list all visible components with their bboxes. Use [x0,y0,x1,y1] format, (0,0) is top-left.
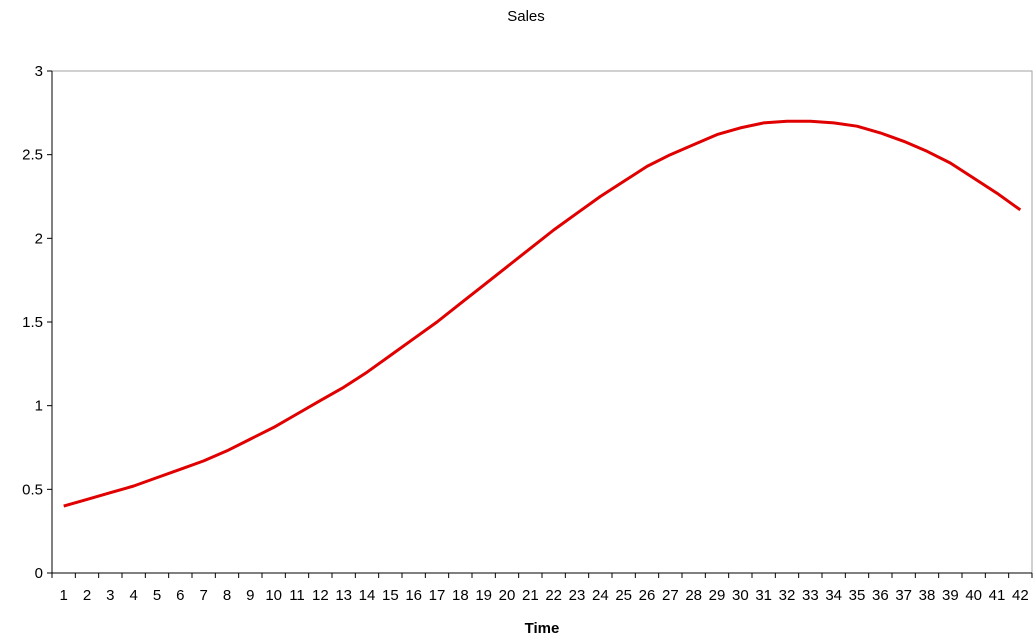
x-tick-label: 18 [452,587,469,604]
y-tick-label: 2 [35,230,43,247]
x-tick-label: 37 [895,587,912,604]
x-tick-label: 17 [429,587,446,604]
x-tick-label: 26 [639,587,656,604]
x-tick-label: 10 [265,587,282,604]
y-tick-label: 1 [35,398,43,415]
x-tick-label: 1 [59,587,67,604]
y-tick-label: 2.5 [22,147,43,164]
x-tick-label: 9 [246,587,254,604]
x-tick-label: 15 [382,587,399,604]
x-tick-label: 40 [965,587,982,604]
x-tick-label: 32 [779,587,796,604]
x-tick-label: 36 [872,587,889,604]
x-tick-label: 13 [335,587,352,604]
x-tick-label: 35 [849,587,866,604]
x-tick-label: 42 [1012,587,1029,604]
x-tick-label: 21 [522,587,539,604]
plot-area-border [51,70,1033,574]
x-tick-label: 22 [545,587,562,604]
x-tick-label: 30 [732,587,749,604]
sales-line [63,119,1022,508]
x-tick-label: 33 [802,587,819,604]
x-tick-label: 3 [106,587,114,604]
x-tick-label: 23 [569,587,586,604]
y-tick-label: 3 [35,63,43,80]
y-tick-label: 0 [35,565,43,582]
x-tick-label: 38 [919,587,936,604]
x-tick-label: 31 [755,587,772,604]
x-tick-label: 25 [615,587,632,604]
x-tick-label: 16 [405,587,422,604]
x-tick-label: 34 [825,587,842,604]
x-tick-label: 41 [989,587,1006,604]
x-tick-label: 20 [499,587,516,604]
x-tick-label: 24 [592,587,609,604]
chart-title: Sales [507,8,545,25]
x-tick-label: 11 [289,587,305,604]
y-tick-label: 0.5 [22,481,43,498]
x-tick-label: 27 [662,587,679,604]
y-tick-label: 1.5 [22,314,43,331]
x-tick-label: 2 [83,587,91,604]
x-tick-label: 12 [312,587,329,604]
x-tick-label: 5 [153,587,161,604]
x-tick-label: 14 [359,587,376,604]
x-tick-label: 28 [685,587,702,604]
x-tick-label: 7 [199,587,207,604]
x-axis-title: Time [525,620,560,634]
x-tick-label: 8 [223,587,231,604]
x-tick-label: 4 [129,587,137,604]
x-tick-label: 19 [475,587,492,604]
x-tick-label: 29 [709,587,726,604]
x-tick-label: 39 [942,587,959,604]
x-tick-label: 6 [176,587,184,604]
